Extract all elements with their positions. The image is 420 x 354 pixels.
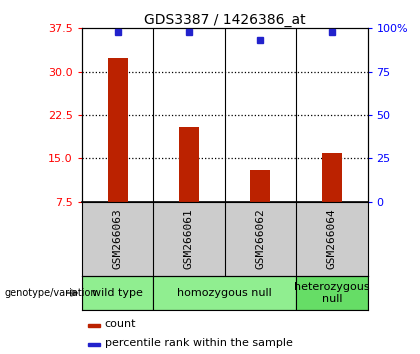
Bar: [322, 153, 342, 202]
Text: wild type: wild type: [92, 288, 143, 298]
Title: GDS3387 / 1426386_at: GDS3387 / 1426386_at: [144, 13, 305, 27]
Bar: [108, 58, 128, 202]
Text: GSM266063: GSM266063: [113, 209, 123, 269]
Text: count: count: [105, 319, 136, 329]
Text: GSM266062: GSM266062: [255, 209, 265, 269]
Bar: [153, 276, 296, 310]
Bar: [296, 276, 368, 310]
Text: heterozygous
null: heterozygous null: [294, 282, 370, 304]
Text: percentile rank within the sample: percentile rank within the sample: [105, 338, 293, 348]
Bar: [179, 127, 199, 202]
Text: GSM266061: GSM266061: [184, 209, 194, 269]
Bar: [250, 170, 270, 202]
Text: GSM266064: GSM266064: [327, 209, 337, 269]
Text: genotype/variation: genotype/variation: [4, 288, 97, 298]
Text: homozygous null: homozygous null: [177, 288, 272, 298]
Bar: [88, 343, 100, 346]
Bar: [82, 276, 153, 310]
Bar: [88, 324, 100, 327]
